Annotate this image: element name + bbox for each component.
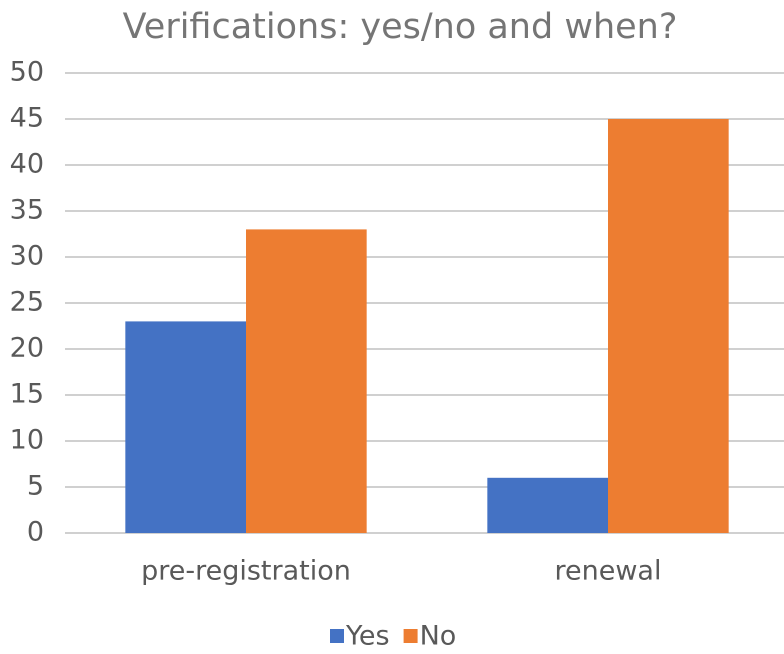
y-tick-label: 10 xyxy=(10,425,44,456)
bar xyxy=(125,321,246,533)
y-tick-label: 15 xyxy=(10,379,44,410)
bar xyxy=(487,477,608,533)
y-tick-label: 0 xyxy=(27,517,44,548)
legend-label: No xyxy=(420,621,457,652)
y-tick-label: 35 xyxy=(10,195,44,226)
bar xyxy=(246,229,367,533)
legend-label: Yes xyxy=(345,621,390,652)
y-tick-label: 30 xyxy=(10,241,44,272)
y-tick-label: 25 xyxy=(10,287,44,318)
y-tick-label: 50 xyxy=(10,57,44,88)
y-tick-label: 5 xyxy=(27,471,44,502)
legend-swatch xyxy=(330,629,344,643)
y-tick-label: 45 xyxy=(10,103,44,134)
x-tick-label: renewal xyxy=(555,556,662,587)
y-tick-label: 40 xyxy=(10,149,44,180)
bar xyxy=(608,119,729,533)
chart-title: Verifications: yes/no and when? xyxy=(123,7,678,47)
y-tick-label: 20 xyxy=(10,333,44,364)
legend-swatch xyxy=(403,629,418,643)
x-tick-label: pre-registration xyxy=(141,556,351,587)
